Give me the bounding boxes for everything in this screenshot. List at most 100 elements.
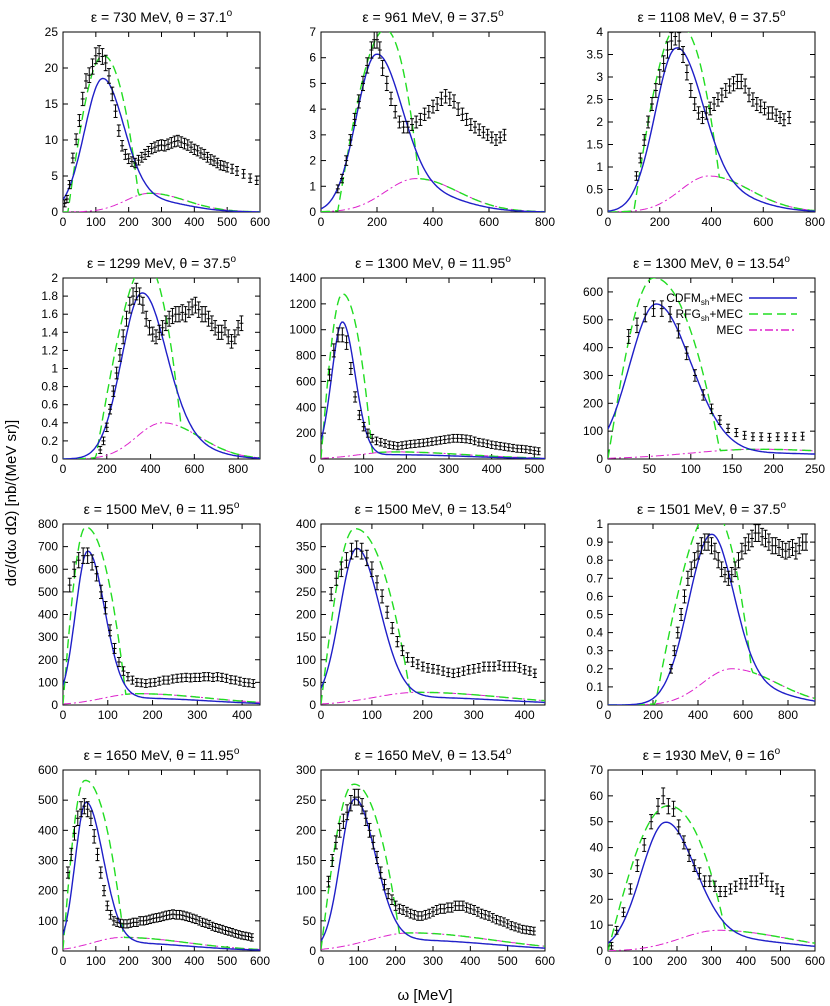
x-tick-label: 600 bbox=[184, 462, 204, 476]
data-point bbox=[203, 306, 208, 323]
x-tick-label: 100 bbox=[354, 462, 374, 476]
data-point bbox=[420, 661, 425, 672]
data-point bbox=[718, 885, 723, 898]
data-point bbox=[77, 114, 82, 128]
data-point bbox=[506, 443, 511, 452]
data-point bbox=[425, 437, 430, 447]
y-tick-label: 800 bbox=[296, 349, 316, 363]
data-point bbox=[447, 91, 452, 106]
data-point bbox=[161, 675, 166, 685]
y-tick-label: 300 bbox=[583, 368, 603, 382]
data-point bbox=[754, 97, 759, 111]
data-point bbox=[95, 847, 100, 862]
data-point bbox=[505, 919, 510, 929]
y-tick-label: 500 bbox=[38, 585, 58, 599]
data-point bbox=[511, 443, 515, 453]
data-point bbox=[414, 115, 419, 129]
data-point bbox=[134, 282, 139, 301]
y-tick-label: 1.6 bbox=[41, 307, 58, 321]
data-point bbox=[99, 584, 104, 600]
y-tick-label: 700 bbox=[38, 540, 58, 554]
data-point bbox=[339, 561, 344, 578]
x-tick-label: 500 bbox=[217, 954, 237, 968]
data-point bbox=[635, 859, 640, 872]
data-point bbox=[357, 409, 362, 421]
data-point bbox=[427, 908, 432, 919]
rfg-mec-curve bbox=[321, 783, 545, 950]
data-point bbox=[446, 667, 451, 678]
data-point bbox=[82, 798, 87, 815]
data-point bbox=[390, 622, 395, 635]
data-point bbox=[498, 441, 503, 451]
data-point bbox=[485, 439, 490, 448]
y-tick-label: 4 bbox=[596, 25, 603, 39]
data-point bbox=[395, 635, 400, 648]
data-point bbox=[477, 123, 482, 136]
data-point bbox=[154, 913, 159, 923]
x-tick-label: 100 bbox=[86, 215, 106, 229]
y-tick-label: 600 bbox=[38, 763, 58, 777]
data-point bbox=[206, 672, 211, 682]
data-point bbox=[193, 296, 198, 314]
data-point bbox=[187, 912, 192, 922]
data-point bbox=[383, 439, 387, 448]
y-tick-label: 0.6 bbox=[41, 398, 58, 412]
data-point bbox=[494, 914, 499, 925]
data-point bbox=[702, 875, 707, 888]
x-tick-label: 0 bbox=[60, 708, 67, 722]
data-point bbox=[792, 432, 797, 442]
panel-10: ε = 1650 MeV, θ = 11.95o 0 100 200 300 400 500… bbox=[38, 746, 270, 968]
data-point bbox=[98, 445, 103, 454]
rfg-mec-curve bbox=[608, 804, 815, 951]
data-point bbox=[243, 931, 248, 941]
data-point bbox=[487, 911, 491, 921]
data-point bbox=[688, 83, 693, 98]
data-point bbox=[716, 552, 721, 569]
x-tick-label: 400 bbox=[141, 462, 161, 476]
y-tick-label: 400 bbox=[296, 400, 316, 414]
data-point bbox=[348, 362, 353, 375]
y-tick-label: 0 bbox=[596, 452, 603, 466]
x-tick-label: 400 bbox=[460, 954, 480, 968]
data-point bbox=[460, 900, 465, 911]
data-point bbox=[157, 912, 162, 922]
data-point bbox=[709, 403, 714, 415]
data-point bbox=[787, 540, 792, 558]
data-point bbox=[717, 415, 722, 425]
data-point bbox=[103, 601, 108, 615]
panel-title-text: ε = 1501 MeV, θ = 37.5 bbox=[637, 501, 781, 517]
data-point bbox=[736, 552, 741, 569]
data-point bbox=[170, 909, 175, 920]
y-tick-label: 0 bbox=[51, 452, 58, 466]
y-tick-label: 0.2 bbox=[586, 662, 603, 676]
data-point bbox=[221, 160, 226, 172]
data-point bbox=[453, 900, 458, 911]
data-point bbox=[681, 835, 686, 850]
data-point bbox=[468, 435, 473, 444]
data-point bbox=[429, 437, 434, 446]
y-tick-label: 0.2 bbox=[41, 434, 58, 448]
data-point bbox=[215, 157, 220, 169]
data-point bbox=[431, 99, 435, 114]
y-tick-label: 0.3 bbox=[586, 644, 603, 658]
x-tick-label: 400 bbox=[701, 215, 721, 229]
data-point bbox=[110, 86, 115, 102]
y-tick-label: 0.6 bbox=[586, 589, 603, 603]
y-tick-label: 300 bbox=[38, 854, 58, 868]
y-tick-label: 70 bbox=[590, 763, 604, 777]
data-point bbox=[370, 433, 375, 443]
mec-curve bbox=[608, 175, 815, 212]
panel-5: ε = 1300 MeV, θ = 11.95o 0 100 200 300 400 500… bbox=[289, 254, 546, 476]
y-tick-label: 0 bbox=[309, 452, 316, 466]
data-point bbox=[164, 910, 169, 921]
y-tick-label: 0 bbox=[596, 205, 603, 219]
data-point bbox=[754, 875, 759, 888]
x-tick-label: 400 bbox=[184, 954, 204, 968]
data-point bbox=[516, 923, 521, 933]
x-tick-label: 100 bbox=[632, 954, 652, 968]
data-point bbox=[739, 73, 744, 90]
data-point bbox=[712, 880, 717, 893]
legend-label: RFGsh+MEC bbox=[676, 307, 744, 323]
data-point bbox=[657, 69, 662, 85]
y-tick-label: 150 bbox=[296, 630, 316, 644]
